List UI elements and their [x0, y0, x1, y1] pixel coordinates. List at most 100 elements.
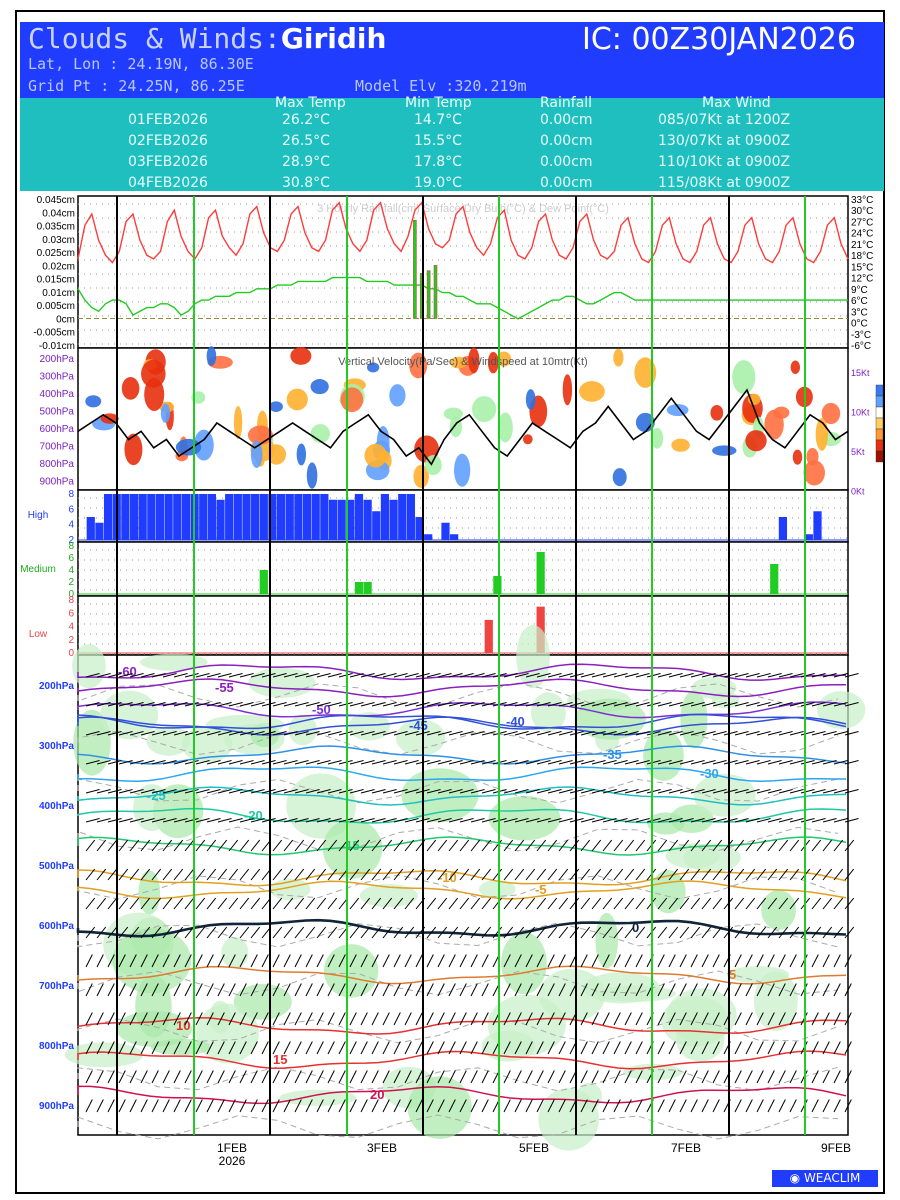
wind-barb — [668, 1099, 676, 1113]
wind-barb — [778, 702, 793, 707]
wind-barb — [173, 839, 184, 852]
row-min: 19.0°C — [414, 175, 462, 191]
wind-barb — [580, 926, 591, 939]
cloud-bar — [225, 494, 234, 540]
wind-barb — [349, 839, 360, 852]
wind-barb — [723, 760, 738, 765]
wind-barb — [327, 818, 342, 823]
wind-barb — [129, 760, 144, 765]
wind-barb — [481, 818, 496, 823]
wind-barb — [635, 1012, 643, 1026]
wind-barb — [712, 731, 727, 736]
wind-barb — [712, 818, 727, 823]
wind-barb — [426, 897, 437, 910]
y-tick-label: 12°C — [851, 274, 873, 285]
wind-barb — [778, 839, 789, 852]
wind-barb — [690, 954, 698, 968]
wind-barb — [624, 673, 639, 678]
wind-barb — [800, 731, 815, 736]
wind-barb — [778, 954, 786, 968]
wind-barb — [778, 673, 793, 678]
wind-barb — [712, 839, 723, 852]
wind-barb — [96, 789, 111, 794]
humidity-shade — [323, 944, 379, 998]
cloud-bar — [424, 534, 433, 540]
wind-barb — [129, 1041, 137, 1055]
wind-barb — [294, 839, 305, 852]
wind-barb — [404, 897, 415, 910]
wind-barb — [789, 839, 800, 852]
wind-barb — [327, 1041, 335, 1055]
cloud-bar — [536, 552, 545, 594]
wind-barb — [811, 1012, 819, 1026]
y-tick-label: 9°C — [851, 285, 868, 296]
wind-barb — [272, 760, 287, 765]
colorbar-segment — [875, 439, 884, 452]
y-tick-label: 0 — [68, 648, 74, 659]
y-tick-label: 800hPa — [39, 1041, 74, 1052]
temperature-contour — [77, 701, 847, 719]
wind-barb — [690, 1012, 698, 1026]
y-tick-label: 0.04cm — [42, 208, 75, 219]
wind-barb — [745, 983, 753, 997]
wind-barb — [679, 897, 690, 910]
wind-barb — [96, 760, 111, 765]
wind-barb — [382, 731, 397, 736]
wind-barb — [85, 839, 96, 852]
wind-barb — [470, 1012, 478, 1026]
wind-barb — [415, 1012, 423, 1026]
wind-barb — [118, 868, 129, 881]
wind-barb — [481, 1099, 489, 1113]
wind-barb — [558, 731, 573, 736]
velocity-blob — [806, 448, 819, 466]
wind-barb — [635, 868, 646, 881]
wind-barb — [305, 926, 316, 939]
contour-label: -30 — [700, 766, 719, 781]
wind-barb — [140, 731, 155, 736]
wind-barb — [415, 954, 423, 968]
contour-label: 15 — [273, 1052, 287, 1067]
wind-barb — [580, 1070, 588, 1084]
wind-barb — [184, 1070, 192, 1084]
wind-barb — [206, 983, 214, 997]
wind-barb — [316, 926, 327, 939]
y-tick-label: 400hPa — [40, 389, 75, 400]
wind-barb — [833, 731, 848, 736]
wind-barb — [151, 760, 166, 765]
wind-barb — [305, 673, 320, 678]
cloud-bar — [354, 494, 364, 540]
wind-barb — [426, 731, 441, 736]
wind-barb — [701, 954, 709, 968]
wind-barb — [833, 1070, 841, 1084]
wind-barb — [173, 1070, 181, 1084]
wind-barb — [646, 818, 661, 823]
wind-barb — [459, 1070, 467, 1084]
wind-barb — [338, 1070, 346, 1084]
wind-barb — [701, 818, 716, 823]
y-tick-label: -6°C — [851, 341, 871, 352]
wind-barb — [822, 673, 837, 678]
wind-barb — [404, 926, 415, 939]
wind-barb — [261, 1041, 269, 1055]
row-min: 14.7°C — [414, 112, 462, 128]
wind-barb — [613, 897, 624, 910]
wind-barb — [129, 897, 140, 910]
wind-barb — [822, 789, 837, 794]
wind-barb — [745, 760, 760, 765]
wind-barb — [85, 1041, 93, 1055]
wind-barb — [118, 818, 133, 823]
wind-barb — [844, 731, 859, 736]
wind-barb — [701, 839, 712, 852]
wind-barb — [338, 731, 353, 736]
humidity-shade — [64, 1042, 144, 1068]
wind-barb — [580, 983, 588, 997]
wind-barb — [294, 702, 309, 707]
wind-barb — [635, 760, 650, 765]
wind-barb — [492, 926, 503, 939]
wind-barb — [283, 1070, 291, 1084]
wind-barb — [734, 983, 742, 997]
wind-barb — [151, 839, 162, 852]
wind-barb — [316, 789, 331, 794]
wind-barb — [745, 1070, 753, 1084]
wind-barb — [481, 983, 489, 997]
